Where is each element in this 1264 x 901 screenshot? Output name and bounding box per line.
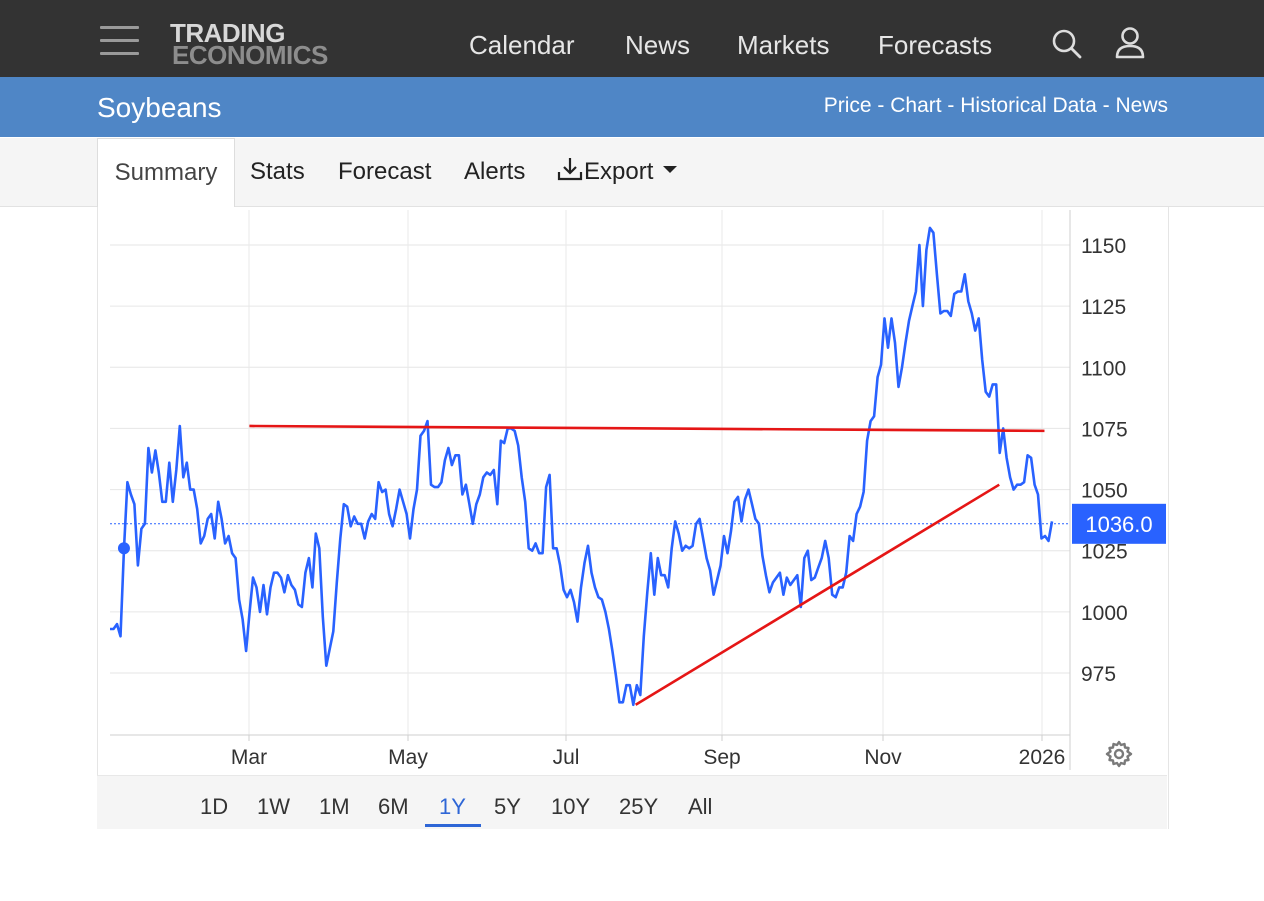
x-tick-label: Mar	[231, 746, 267, 769]
sublink-chart[interactable]: Chart	[890, 94, 942, 117]
sublink-separator: -	[941, 94, 961, 117]
tab-alerts[interactable]: Alerts	[464, 158, 526, 185]
tab-bar: Summary Stats Forecast Alerts Export	[0, 138, 1264, 208]
logo-line2: ECONOMICS	[172, 40, 328, 70]
download-icon	[557, 158, 583, 181]
range-button-25y[interactable]: 25Y	[619, 794, 659, 819]
x-tick-label: Jul	[553, 746, 580, 769]
price-chart[interactable]: Mar May Jul Sep Nov 2026 975 1000 1025 1050 1075 11…	[0, 0, 1264, 775]
y-tick-label: 975	[1081, 663, 1116, 686]
y-tick-label: 1100	[1081, 357, 1126, 380]
title-bar	[0, 77, 1264, 137]
nav-markets[interactable]: Markets	[737, 30, 830, 60]
range-button-6m[interactable]: 6M	[378, 794, 409, 819]
y-tick-label: 1125	[1081, 296, 1126, 319]
sublink-price[interactable]: Price	[823, 94, 872, 117]
range-button-5y[interactable]: 5Y	[494, 794, 521, 819]
range-button-1w[interactable]: 1W	[257, 794, 290, 819]
y-tick-label: 1025	[1081, 541, 1128, 564]
soybeans-price-line	[110, 226, 1054, 707]
y-tick-label: 1000	[1081, 602, 1128, 625]
resistance-trendline[interactable]	[249, 424, 1045, 433]
sublink-historical-data[interactable]: Historical Data	[960, 94, 1097, 117]
sublink-separator: -	[871, 94, 891, 117]
y-tick-label: 1050	[1081, 480, 1128, 503]
caret-down-icon	[663, 166, 678, 173]
range-button-10y[interactable]: 10Y	[551, 794, 591, 819]
support-trendline[interactable]	[634, 483, 1000, 706]
tab-forecast[interactable]: Forecast	[338, 158, 432, 185]
sublink-separator: -	[1096, 94, 1116, 117]
x-tick-label: Sep	[703, 746, 740, 769]
series-marker[interactable]	[117, 542, 130, 555]
range-selector	[97, 775, 1167, 829]
hamburger-menu-icon[interactable]	[100, 26, 140, 58]
sub-navigation: Price - Chart - Historical Data - News	[824, 93, 1168, 119]
active-range-underline	[425, 824, 481, 827]
user-icon[interactable]	[1114, 26, 1146, 60]
y-tick-label: 1150	[1081, 235, 1126, 258]
y-tick-label: 1075	[1081, 418, 1128, 441]
nav-forecasts[interactable]: Forecasts	[878, 30, 993, 60]
tab-export[interactable]: Export	[556, 138, 678, 206]
page-title: Soybeans	[97, 92, 222, 123]
search-icon[interactable]	[1052, 28, 1082, 60]
range-button-1m[interactable]: 1M	[319, 794, 350, 819]
sublink-news[interactable]: News	[1115, 94, 1168, 117]
x-tick-label: 2026	[1019, 746, 1066, 769]
x-tick-label: May	[388, 746, 428, 769]
nav-news[interactable]: News	[625, 30, 691, 60]
range-button-1y[interactable]: 1Y	[439, 794, 466, 819]
top-navbar: TRADING ECONOMICS Calendar News Markets …	[0, 0, 1264, 77]
trading-economics-logo[interactable]: TRADING ECONOMICS	[170, 20, 355, 68]
last-value-label: 1036.0	[1085, 512, 1152, 537]
nav-calendar[interactable]: Calendar	[469, 30, 575, 60]
export-label: Export	[584, 158, 654, 185]
range-button-all[interactable]: All	[688, 794, 713, 819]
range-button-1d[interactable]: 1D	[200, 794, 229, 819]
x-tick-label: Nov	[864, 746, 902, 769]
tab-stats[interactable]: Stats	[250, 158, 305, 185]
logo-line1: TRADING	[170, 18, 285, 48]
chart-settings-icon[interactable]	[1105, 740, 1133, 768]
tab-summary[interactable]: Summary	[97, 138, 235, 208]
last-value-badge	[1072, 503, 1166, 544]
chart-container	[97, 207, 1169, 829]
